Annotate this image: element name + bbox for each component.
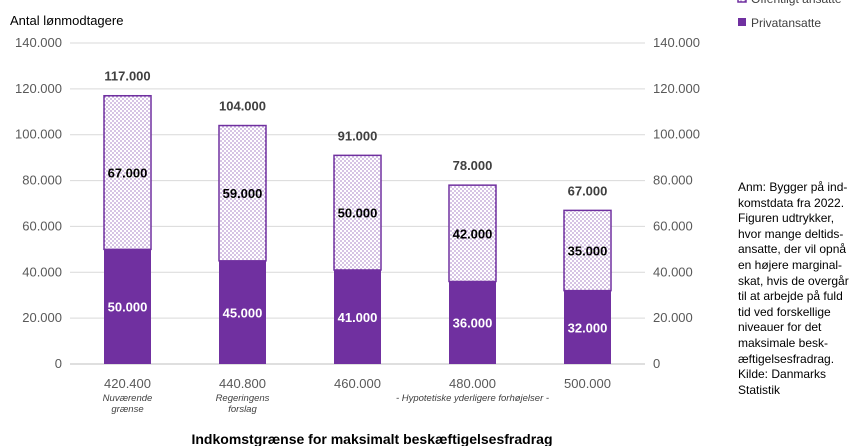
data-label-total: 91.000 — [338, 128, 378, 143]
bar-privatansatte — [564, 290, 611, 364]
y-tick-label-left: 60.000 — [22, 218, 62, 233]
y-tick-label-left: 40.000 — [22, 264, 62, 279]
chart-note: Anm: Bygger på ind- komstdata fra 2022. … — [738, 180, 849, 397]
x-tick-sublabel: grænse — [111, 404, 143, 415]
y-tick-label-left: 80.000 — [22, 173, 62, 188]
bar-privatansatte — [334, 269, 381, 364]
x-tick-label: 460.000 — [334, 376, 381, 391]
y-axis-title: Antal lønmodtagere — [10, 13, 123, 28]
data-label-privatansatte: 41.000 — [338, 310, 378, 325]
bar-offentligt-ansatte — [218, 124, 267, 262]
x-tick-label: 440.800 — [219, 376, 266, 391]
data-label-total: 78.000 — [453, 158, 493, 173]
bar-privatansatte — [449, 281, 496, 364]
data-label-offentligt-ansatte: 35.000 — [568, 244, 608, 259]
data-label-offentligt-ansatte: 67.000 — [108, 166, 148, 181]
y-tick-label-left: 140.000 — [15, 35, 62, 50]
x-tick-sublabel: Nuværende — [103, 393, 153, 404]
data-label-total: 104.000 — [219, 99, 266, 114]
x-axis-title: Indkomstgrænse for maksimalt beskæftigel… — [191, 431, 552, 446]
data-label-privatansatte: 50.000 — [108, 300, 148, 315]
x-tick-label: 480.000 — [449, 376, 496, 391]
y-tick-label-right: 0 — [653, 356, 660, 371]
bar-offentligt-ansatte — [448, 184, 497, 283]
x-tick-sublabel: forslag — [228, 404, 257, 415]
bar-privatansatte — [104, 249, 151, 364]
y-tick-label-right: 20.000 — [653, 310, 693, 325]
data-label-offentligt-ansatte: 59.000 — [223, 186, 263, 201]
legend-swatch-privatansatte — [738, 18, 746, 26]
bar-offentligt-ansatte — [103, 94, 152, 251]
y-tick-label-left: 20.000 — [22, 310, 62, 325]
data-label-privatansatte: 36.000 — [453, 316, 493, 331]
legend-swatch-offentligt-ansatte — [737, 0, 747, 3]
data-label-offentligt-ansatte: 50.000 — [338, 206, 378, 221]
y-tick-label-right: 80.000 — [653, 173, 693, 188]
legend-label: Offentligt ansatte — [751, 0, 842, 6]
y-tick-label-left: 100.000 — [15, 127, 62, 142]
y-tick-label-left: 0 — [55, 356, 62, 371]
y-tick-label-left: 120.000 — [15, 81, 62, 96]
bars: 50.000 67.000 117.000 45.000 59.000 104.000 41… — [103, 69, 612, 364]
y-tick-label-right: 60.000 — [653, 218, 693, 233]
x-group-sublabel: - Hypotetiske yderligere forhøjelser - — [396, 393, 549, 404]
bar-privatansatte — [219, 260, 266, 364]
x-tick-label: 500.000 — [564, 376, 611, 391]
data-label-total: 67.000 — [568, 183, 608, 198]
data-label-offentligt-ansatte: 42.000 — [453, 226, 493, 241]
legend-label: Privatansatte — [751, 16, 821, 30]
data-label-privatansatte: 45.000 — [223, 305, 263, 320]
y-tick-label-right: 120.000 — [653, 81, 700, 96]
y-axis-left: 0 20.000 40.000 60.000 80.000 100.000 120.000 1… — [15, 35, 62, 371]
y-tick-label-right: 40.000 — [653, 264, 693, 279]
data-label-total: 117.000 — [104, 69, 150, 84]
x-tick-sublabel: Regeringens — [216, 393, 270, 404]
y-tick-label-right: 100.000 — [653, 127, 700, 142]
bar-offentligt-ansatte — [563, 209, 612, 292]
bar-offentligt-ansatte — [333, 154, 382, 271]
x-tick-label: 420.400 — [104, 376, 151, 391]
y-axis-right: 0 20.000 40.000 60.000 80.000 100.000 120.000 1… — [653, 35, 700, 371]
legend: Offentligt ansatte Privatansatte — [737, 0, 842, 30]
data-label-privatansatte: 32.000 — [568, 320, 608, 335]
y-tick-label-right: 140.000 — [653, 35, 700, 50]
